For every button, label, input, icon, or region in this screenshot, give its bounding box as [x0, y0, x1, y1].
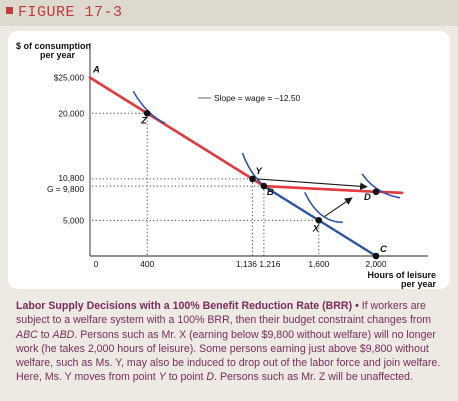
x-axis-label-line-1: Hours of leisure	[367, 270, 436, 280]
y-tick-label: $25,000	[54, 73, 85, 83]
x-tick-label: 1,600	[308, 259, 329, 269]
point-marker	[372, 252, 380, 260]
y-tick-label: 5,000	[63, 215, 84, 225]
y-tick-label: G = 9,800	[47, 184, 84, 194]
y-tick-label: 20,000	[58, 108, 84, 118]
y-tick-label: 10,800	[58, 173, 84, 183]
indifference-curve-y	[241, 152, 275, 194]
caption-bullet: •	[355, 300, 359, 312]
budget-line-abd	[88, 76, 404, 195]
caption-segment: Y	[158, 371, 166, 384]
caption-segment: ABD	[52, 328, 75, 341]
point-marker	[315, 217, 323, 224]
arrow-y-to-d	[257, 178, 368, 191]
chart-panel: $ of consumption per year Hours of leisure…	[8, 31, 450, 289]
point-label: A	[92, 65, 100, 76]
y-axis-label-line-2: per year	[40, 50, 76, 60]
point-label: D	[364, 192, 371, 203]
x-tick-label: 1,136	[236, 259, 257, 269]
square-bullet-icon	[6, 7, 13, 14]
point-marker	[143, 109, 151, 117]
point-label: B	[267, 187, 274, 198]
caption-segment: . Persons such as Mr. Z will be unaffect…	[214, 371, 413, 384]
indifference-curve-x	[304, 191, 343, 224]
arrow-x-to-d	[324, 197, 353, 217]
x-tick-label: 2,000	[366, 259, 387, 269]
origin-label: 0	[94, 259, 99, 269]
caption-segment: to	[37, 328, 53, 341]
x-tick-label: 1,216	[259, 259, 280, 269]
point-marker	[372, 188, 380, 196]
x-axis-label-line-2: per year	[401, 279, 437, 289]
figure-title: FIGURE 17-3	[6, 4, 123, 21]
caption-segment: to point	[165, 371, 207, 384]
caption-segment: If workers are subject to a welfare syst…	[16, 300, 432, 327]
point-label: C	[380, 244, 387, 255]
figure-caption: Labor Supply Decisions with a 100% Benef…	[16, 299, 446, 385]
y-axis-label-line-1: $ of consumption	[16, 41, 91, 51]
caption-body: If workers are subject to a welfare syst…	[16, 300, 440, 383]
figure-title-text: FIGURE 17-3	[18, 4, 123, 21]
figure-header: FIGURE 17-3	[0, 0, 458, 26]
caption-segment: ABC	[16, 328, 38, 341]
caption-segment: . Persons such as Mr. X (earning below $…	[16, 328, 441, 384]
point-label: Z	[140, 115, 148, 126]
point-marker	[249, 175, 256, 183]
slope-annotation: Slope = wage = –12.50	[214, 93, 300, 103]
caption-title: Labor Supply Decisions with a 100% Benef…	[16, 300, 353, 312]
x-tick-label: 400	[140, 259, 154, 269]
point-label: X	[312, 223, 320, 234]
point-label: Y	[255, 166, 263, 177]
caption-segment: D	[206, 371, 215, 384]
point-marker	[260, 182, 268, 190]
